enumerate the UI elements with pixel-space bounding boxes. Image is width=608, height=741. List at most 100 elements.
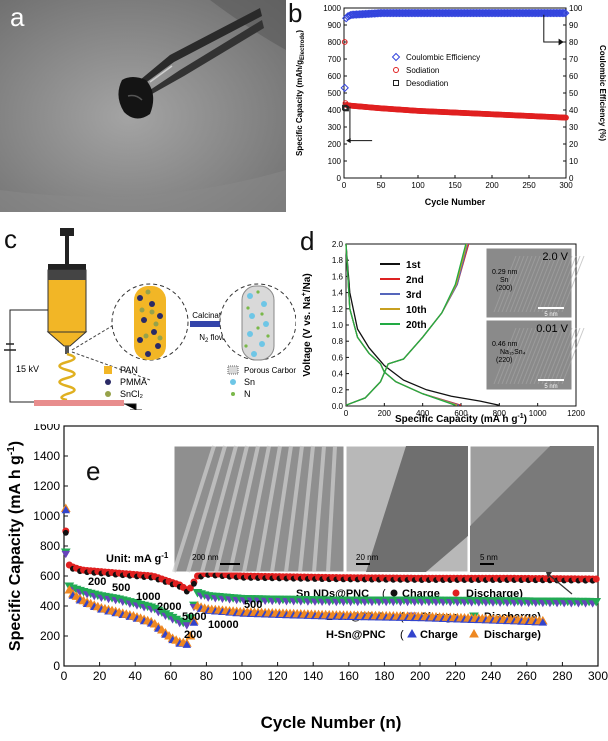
curve-discharge-3rd [345,243,460,406]
x-tick-label: 0 [342,181,347,190]
y-right-tick-label: 70 [569,55,578,64]
y-tick-label: 200 [40,629,60,643]
point-coulombic-efficiency [343,12,352,21]
x-tick-label: 0 [61,669,68,683]
x-tick-label: 400 [416,409,430,418]
x-tick-label: 220 [446,669,466,683]
legend-charge-marker [390,589,398,597]
legend-sncl2: SnCl₂ [120,389,144,399]
pointer-arrowhead [546,572,552,578]
lattice-fringe [545,327,569,385]
legend-label: Sodiation [406,66,439,75]
legend-discharge-marker [469,628,479,638]
lattice-fringe [513,327,537,385]
legend-charge-marker [407,628,417,638]
x-tick-label: 280 [552,669,572,683]
legend-marker [393,80,399,86]
point-sodiation [341,39,348,45]
y-axis-label-end: /Na) [302,273,313,292]
y-left-tick-label: 100 [328,157,342,166]
panel-a-photo: a [0,0,286,212]
fiber [270,445,293,573]
y-right-tick-label: 50 [569,89,578,98]
microscopy-image: 5 nm [469,445,595,573]
scale-bar-label: 200 nm [192,553,219,562]
legend-marker [393,67,399,73]
point-sodiation [563,114,569,121]
legend-label: 10th [406,305,427,316]
point-discharge-L-Sn@PNC [185,614,196,623]
lattice-fringe [557,255,581,313]
x-tick-label: 260 [517,669,537,683]
y-right-tick-label: 30 [569,123,578,132]
x-tick-label: 300 [559,181,573,190]
x-axis-label: Specific Capacity (mA h g-1) [395,413,527,424]
chart-b: 0 50 100 150 200 250 3000100200300400500600700… [295,4,607,207]
rate-label: 500 [112,582,130,594]
y-tick-label: 1.0 [332,321,344,330]
x-tick-label: 160 [339,669,359,683]
lattice-fringe [497,255,521,313]
lattice-fringe [493,255,517,313]
lattice-fringe [521,327,545,385]
lattice-fringe [561,327,585,385]
lattice-fringe [525,255,549,313]
y-tick-label: 0.2 [332,386,344,395]
inset-d-spacing: 0.46 nm [492,341,517,348]
point-desodiation [343,105,349,112]
microscopy-image: 200 nm [172,445,345,573]
lattice-fringe [529,327,553,385]
legend-material: H-Sn@PNC [326,629,386,641]
microscopy-image: 20 nm [345,445,469,573]
lattice-fringe [497,327,521,385]
lattice-fringe [545,255,569,313]
unit-label: Unit: mA g-1 [106,551,169,565]
y-left-tick-label: 700 [328,55,342,64]
lattice-fringe [557,327,581,385]
x-tick-label: 200 [378,409,392,418]
point-discharge-Sn NDs@PNC [592,575,600,583]
flow-label: N2 flow [199,333,225,344]
arrow-capacity [349,106,373,142]
fiber [214,445,249,573]
rate-label: 1000 [136,591,160,603]
fiber [242,445,271,573]
lattice-fringe [549,255,573,313]
curve-discharge-20th [345,243,456,406]
lattice-fringe [501,255,525,313]
point-charge-Sn NDs@PNC [191,580,197,587]
y-right-axis-label: Coulombic Efficiency (%) [598,45,607,141]
point-charge-H-Sn@PNC [538,618,548,626]
unit-label-sup: -1 [161,551,169,560]
syringe-barrel [47,269,87,333]
x-tick-label: 240 [481,669,501,683]
electrospinning-schematic: Calcination N2 flow 15 kV PAN PMMA SnCl₂… [4,228,298,411]
point-discharge-H-Sn@PNC [185,630,196,640]
legend-label: 2nd [406,275,424,286]
lattice-fringe [513,255,537,313]
fiber [298,445,315,573]
lattice-fringe [553,255,577,313]
curve-discharge-1st [345,243,500,406]
rate-label: 5000 [182,611,206,623]
panel-c-schematic: Calcination N2 flow 15 kV PAN PMMA SnCl₂… [0,220,298,411]
fiber [186,445,227,573]
collector-plate [34,400,124,406]
y-left-tick-label: 800 [328,38,342,47]
legend-label: 3rd [406,290,422,301]
calcination-label: Calcination [192,311,232,320]
legend-pan: PAN [120,365,138,375]
rate-label: 10000 [208,619,239,631]
point-charge-L-Sn@PNC [61,550,71,559]
legend-paren: ( [382,588,386,600]
curve-discharge-10th [345,243,458,406]
arrowhead-ce [558,38,564,46]
y-tick-label: 800 [40,539,60,553]
legend-paren: ( [400,629,404,641]
lattice-fringe [541,327,565,385]
fiber [284,445,304,573]
rate-label: 200 [88,576,106,588]
x-tick-label: 40 [129,669,143,683]
x-tick-label: 200 [410,669,430,683]
y-left-axis-label: Specific Capacity (mAh/gElectrode) [295,30,306,156]
